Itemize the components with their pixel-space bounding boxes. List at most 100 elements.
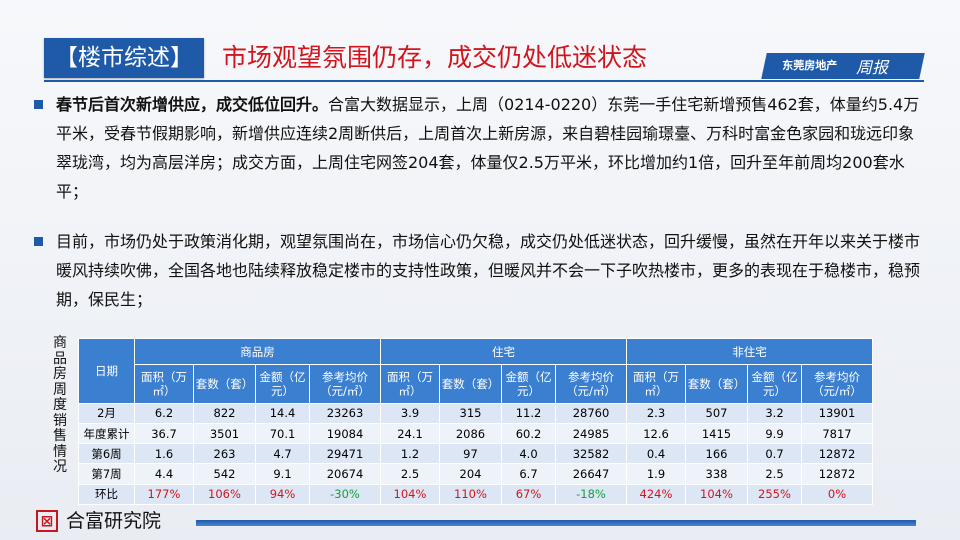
table-cell: 4.7 — [255, 443, 310, 465]
column-subheader: 套数（套） — [685, 364, 748, 404]
column-subheader: 套数（套） — [439, 364, 502, 404]
group-header: 非住宅 — [626, 337, 873, 366]
table-cell: 204 — [439, 463, 502, 485]
page-title: 市场观望氛围仍存，成交仍处低迷状态 — [222, 43, 648, 72]
table-cell: 4.0 — [501, 443, 556, 465]
paragraph-market: 目前，市场仍处于政策消化期，观望氛围尚在，市场信心仍欠稳，成交仍处低迷状态，回升… — [34, 227, 924, 314]
company-name: 合富研究院 — [66, 510, 162, 532]
row-label: 2月 — [78, 402, 135, 425]
paragraph-body: 目前，市场仍处于政策消化期，观望氛围尚在，市场信心仍欠稳，成交仍处低迷状态，回升… — [56, 232, 921, 309]
table-cell: 20674 — [309, 463, 381, 485]
table-cell: 1.2 — [380, 443, 440, 465]
brand-script: 周报 — [856, 58, 889, 77]
column-subheader: 参考均价（元/㎡） — [309, 364, 381, 404]
table-cell: 9.9 — [747, 422, 802, 445]
table-cell: 0.4 — [626, 443, 686, 465]
table-cell: 3.2 — [747, 402, 802, 425]
group-header: 住宅 — [380, 337, 627, 366]
table-cell: 315 — [439, 402, 502, 425]
table-cell: 24.1 — [380, 422, 440, 445]
table-cell: 19084 — [309, 422, 381, 445]
bullet-square-icon — [34, 237, 43, 246]
table-cell: 338 — [685, 463, 748, 485]
table-cell: 9.1 — [255, 463, 310, 485]
paragraph-lead: 春节后首次新增供应，成交低位回升。 — [56, 95, 329, 114]
table-cell: 166 — [685, 443, 748, 465]
table-cell: 11.2 — [501, 402, 556, 425]
table-cell: 424% — [626, 483, 686, 506]
row-label: 年度累计 — [78, 422, 135, 445]
brand-banner: 东莞房地产 周报 — [761, 53, 925, 79]
bullet-square-icon — [34, 100, 43, 109]
table-cell: 0% — [801, 483, 873, 506]
group-header: 商品房 — [134, 337, 381, 366]
column-subheader: 参考均价（元/㎡） — [555, 364, 627, 404]
table-cell: 1.9 — [626, 463, 686, 485]
table-cell: 110% — [439, 483, 502, 506]
brand-name: 东莞房地产 — [782, 59, 838, 72]
table-cell: 507 — [685, 402, 748, 425]
table-cell: 104% — [685, 483, 748, 506]
table-cell: 12872 — [801, 443, 873, 465]
table-row: 第7周 4.4 542 9.1 20674 2.5 204 6.7 26647 1.9 338 2.5… — [78, 463, 873, 485]
table-row: 年度累计 36.7 3501 70.1 19084 24.1 2086 60.2 24985 12… — [78, 422, 873, 445]
table-cell: 67% — [501, 483, 556, 506]
row-label: 第6周 — [78, 443, 135, 465]
table-cell: 2.3 — [626, 402, 686, 425]
column-subheader: 面积（万㎡） — [134, 364, 194, 404]
table-cell: 36.7 — [134, 422, 194, 445]
table-cell: 12872 — [801, 463, 873, 485]
table-cell: 3.9 — [380, 402, 440, 425]
table-cell: 0.7 — [747, 443, 802, 465]
column-subheader: 套数（套） — [193, 364, 256, 404]
table-cell: 24985 — [555, 422, 627, 445]
table-cell: 1415 — [685, 422, 748, 445]
paragraph-body: 合富大数据显示，上周（0214-0220）东莞一手住宅新增预售462套，体量约5… — [56, 95, 920, 201]
table-cell: 3501 — [193, 422, 256, 445]
company-logo-icon: ⊠ — [36, 510, 58, 532]
table-cell: 70.1 — [255, 422, 310, 445]
section-tag: 【楼市综述】 — [44, 38, 204, 78]
table-cell: 542 — [193, 463, 256, 485]
table-cell: 32582 — [555, 443, 627, 465]
table-cell: 255% — [747, 483, 802, 506]
table-row: 第6周 1.6 263 4.7 29471 1.2 97 4.0 32582 0.4 166 0.7 1… — [78, 443, 873, 465]
table-cell: 2.5 — [380, 463, 440, 485]
row-label: 环比 — [78, 483, 135, 506]
paragraph-supply: 春节后首次新增供应，成交低位回升。合富大数据显示，上周（0214-0220）东莞… — [34, 90, 924, 206]
table-cell: 28760 — [555, 402, 627, 425]
table-cell: 2086 — [439, 422, 502, 445]
table-cell: -18% — [555, 483, 627, 506]
column-subheader: 金额（亿元） — [501, 364, 556, 404]
table-cell: 60.2 — [501, 422, 556, 445]
table-cell: 4.4 — [134, 463, 194, 485]
column-subheader: 参考均价（元/㎡） — [801, 364, 873, 404]
table-cell: 822 — [193, 402, 256, 425]
date-header: 日期 — [78, 338, 135, 404]
table-cell: 12.6 — [626, 422, 686, 445]
table-side-label: 商品房周度销售情况 — [53, 335, 67, 475]
table-cell: 6.2 — [134, 402, 194, 425]
table-cell: 14.4 — [255, 402, 310, 425]
table-cell: 13901 — [801, 402, 873, 425]
table-cell: 263 — [193, 443, 256, 465]
column-subheader: 面积（万㎡） — [626, 364, 686, 404]
table-cell: 177% — [134, 483, 194, 506]
row-label: 第7周 — [78, 463, 135, 485]
table-cell: 29471 — [309, 443, 381, 465]
table-cell: 23263 — [309, 402, 381, 425]
table-row: 环比 177% 106% 94% -30% 104% 110% 67% -18% 424% 104%… — [78, 483, 873, 506]
table-cell: -30% — [309, 483, 381, 506]
table-cell: 104% — [380, 483, 440, 506]
table-cell: 1.6 — [134, 443, 194, 465]
table-row: 2月 6.2 822 14.4 23263 3.9 315 11.2 28760 2.3 507 3.… — [78, 402, 873, 425]
table-cell: 2.5 — [747, 463, 802, 485]
column-subheader: 面积（万㎡） — [380, 364, 440, 404]
column-subheader: 金额（亿元） — [747, 364, 802, 404]
header-divider — [44, 80, 924, 82]
table-cell: 26647 — [555, 463, 627, 485]
table-cell: 106% — [193, 483, 256, 506]
table-cell: 6.7 — [501, 463, 556, 485]
sales-table: 日期 商品房 住宅 非住宅 面积（万㎡） 套数（套） 金额（亿元） 参考均价（元/㎡）… — [78, 337, 873, 506]
